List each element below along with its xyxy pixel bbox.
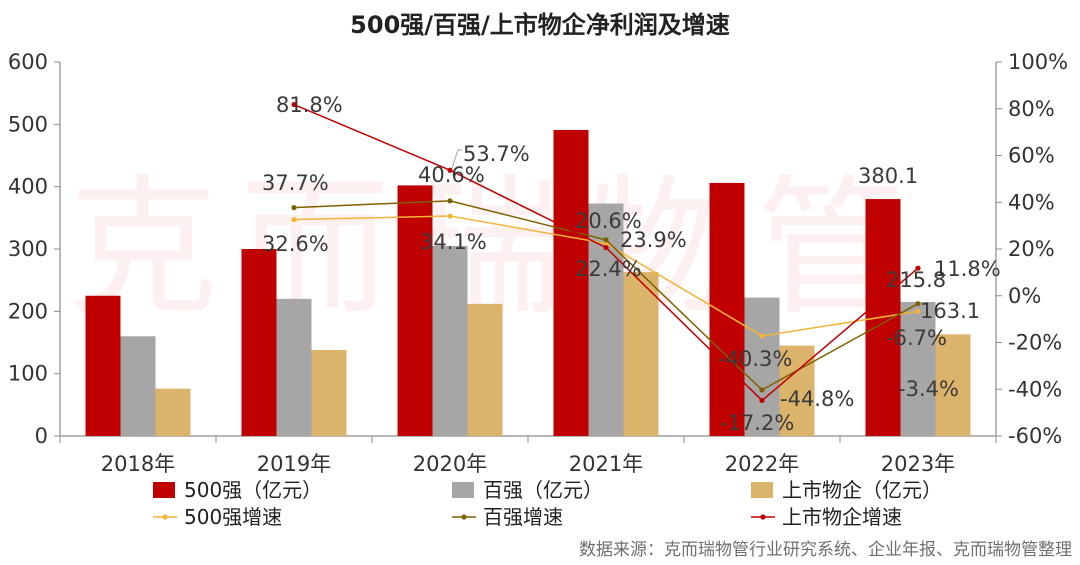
x-tick-label: 2020年: [413, 452, 487, 476]
data-label: 380.1: [858, 164, 918, 188]
bar-500qiang: [241, 249, 277, 436]
data-label: 22.4%: [575, 257, 642, 281]
data-label: 23.9%: [620, 228, 687, 252]
legend-baiqiang-swatch: [452, 482, 474, 498]
bars: [85, 129, 971, 436]
data-label: 53.7%: [463, 142, 530, 166]
legend-baiqiang-growth-label: 百强增速: [483, 505, 563, 529]
y-right-tick-label: -40%: [1008, 377, 1062, 401]
data-label: 34.1%: [420, 230, 487, 254]
bar-baiqiang: [276, 298, 312, 436]
x-tick-label: 2019年: [257, 452, 331, 476]
y-left-tick-label: 400: [8, 175, 48, 199]
data-label: 11.8%: [934, 257, 1001, 281]
bar-500qiang: [553, 129, 589, 436]
legend-shangshi-swatch: [751, 482, 773, 498]
line-baiqiang-growth-point: [603, 237, 609, 243]
legend-shangshi-growth-marker: [760, 514, 766, 520]
line-baiqiang-growth-point: [759, 387, 765, 393]
bar-shangshi: [311, 349, 347, 436]
data-label: -3.4%: [898, 377, 959, 401]
y-right-tick-label: 80%: [1008, 97, 1055, 121]
line-500qiang-growth-point: [291, 216, 297, 223]
line-500qiang-growth-point: [759, 333, 765, 339]
bar-shangshi: [623, 272, 659, 436]
bar-500qiang: [397, 185, 433, 436]
legend-shangshi-label: 上市物企（亿元）: [782, 478, 942, 502]
bar-500qiang: [85, 295, 121, 436]
bar-500qiang: [709, 182, 745, 436]
legend-baiqiang-growth-marker: [461, 514, 467, 520]
data-label: 37.7%: [262, 171, 329, 195]
bar-baiqiang: [432, 245, 468, 436]
y-left-tick-label: 0: [35, 424, 48, 448]
legend: 500强（亿元） 百强（亿元） 上市物企（亿元） 500强增速 百强增速 上市物企增速: [153, 478, 942, 529]
data-label: 20.6%: [575, 209, 642, 233]
bar-baiqiang: [900, 301, 936, 436]
line-shangshi-growth-point: [759, 397, 765, 404]
x-tick-label: 2018年: [101, 452, 175, 476]
line-baiqiang-growth-point: [915, 301, 921, 307]
legend-500qiang-label: 500强（亿元）: [184, 478, 322, 502]
y-left-tick-label: 500: [8, 112, 48, 136]
line-shangshi-growth-point: [291, 101, 297, 108]
legend-500qiang-swatch: [153, 482, 175, 498]
y-right-tick-label: 0%: [1008, 284, 1041, 308]
y-left-tick-label: 100: [8, 362, 48, 386]
line-shangshi-growth-point: [447, 167, 453, 173]
line-shangshi-growth-point: [915, 265, 921, 271]
line-500qiang-growth-point: [447, 213, 453, 219]
chart-title: 500强/百强/上市物企净利润及增速: [350, 11, 730, 39]
x-tick-label: 2021年: [569, 452, 643, 476]
x-tick-label: 2023年: [881, 452, 955, 476]
source-note: 数据来源：克而瑞物管行业研究系统、企业年报、克而瑞物管整理: [579, 540, 1072, 560]
label-leader-line: [451, 149, 462, 169]
bar-baiqiang: [120, 336, 156, 436]
data-label: 81.8%: [276, 93, 343, 117]
line-baiqiang-growth-point: [447, 198, 453, 204]
line-500qiang-growth-point: [915, 308, 921, 315]
y-right-tick-label: 100%: [1008, 50, 1068, 74]
legend-500qiang-growth-marker: [162, 514, 168, 520]
legend-500qiang-growth-label: 500强增速: [184, 505, 282, 529]
y-left-tick-label: 300: [8, 237, 48, 261]
lines: [291, 101, 921, 404]
data-label: 215.8: [886, 268, 946, 292]
data-label: -44.8%: [780, 387, 854, 411]
axes: 0 100 200 300 400 500 600 -60% -40% -20% 0% 20% 40% 6…: [8, 50, 1068, 476]
y-right-tick-label: 20%: [1008, 237, 1055, 261]
y-right-tick-label: 60%: [1008, 144, 1055, 168]
y-left-tick-label: 600: [8, 50, 48, 74]
data-label: -17.2%: [720, 411, 794, 435]
y-right-tick-label: -60%: [1008, 424, 1062, 448]
data-label: 32.6%: [262, 232, 329, 256]
bar-shangshi: [935, 334, 971, 436]
data-label: 163.1: [920, 299, 980, 323]
data-label: -40.3%: [718, 347, 792, 371]
line-shangshi-growth-point: [603, 244, 609, 251]
line-baiqiang-growth-point: [291, 205, 297, 211]
x-tick-label: 2022年: [725, 452, 799, 476]
bar-baiqiang: [744, 297, 780, 436]
y-right-tick-label: -20%: [1008, 331, 1062, 355]
y-right-tick-label: 40%: [1008, 190, 1055, 214]
data-labels: 81.8% 37.7% 32.6% 53.7%40.6% 34.1% 20.6%23.9%…: [262, 93, 1001, 435]
legend-baiqiang-label: 百强（亿元）: [483, 478, 603, 502]
bar-shangshi: [155, 388, 191, 436]
y-left-tick-label: 200: [8, 299, 48, 323]
bar-shangshi: [467, 303, 503, 436]
legend-shangshi-growth-label: 上市物企增速: [782, 505, 902, 529]
data-label: -6.7%: [886, 326, 947, 350]
data-label: 40.6%: [418, 163, 485, 187]
